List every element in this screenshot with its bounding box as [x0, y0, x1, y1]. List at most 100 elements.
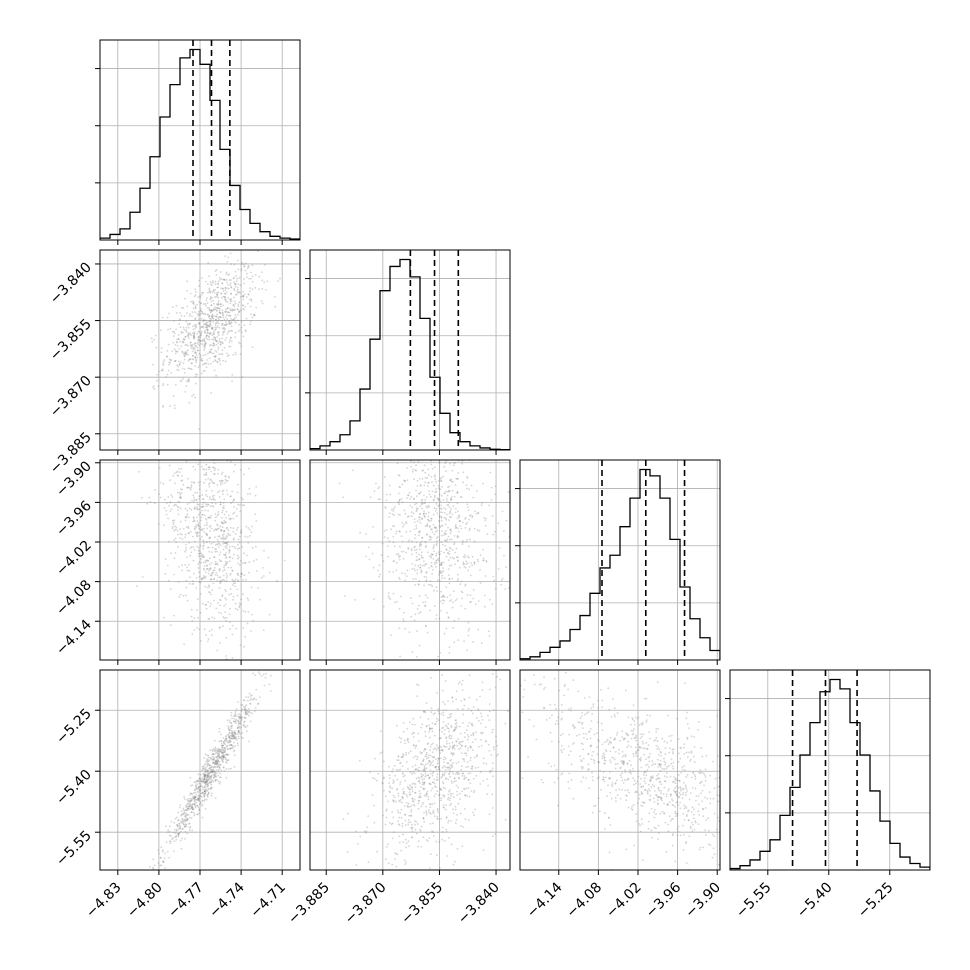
- scatter-point: [414, 823, 416, 826]
- scatter-point: [160, 846, 163, 848]
- scatter-point: [454, 484, 457, 486]
- scatter-point: [236, 594, 239, 597]
- scatter-point: [190, 300, 192, 303]
- scatter-point: [402, 772, 404, 774]
- scatter-point: [434, 526, 436, 529]
- scatter-point: [194, 344, 197, 347]
- scatter-point: [198, 777, 201, 780]
- scatter-point: [185, 818, 188, 821]
- scatter-point: [378, 575, 380, 578]
- scatter-point: [197, 336, 200, 339]
- scatter-point: [558, 689, 560, 692]
- scatter-point: [398, 578, 401, 580]
- scatter-point: [174, 407, 176, 410]
- scatter-point: [604, 749, 607, 751]
- scatter-point: [136, 585, 138, 587]
- scatter-point: [197, 524, 200, 526]
- scatter-point: [707, 843, 710, 845]
- scatter-point: [250, 697, 252, 700]
- scatter-point: [205, 781, 208, 783]
- scatter-point: [197, 785, 200, 788]
- scatter-point: [398, 841, 401, 844]
- scatter-point: [188, 358, 191, 361]
- scatter-point: [214, 772, 217, 775]
- scatter-point: [398, 736, 401, 739]
- scatter-point: [421, 781, 424, 784]
- panel-2-2: [515, 459, 721, 665]
- scatter-point: [424, 781, 426, 784]
- scatter-point: [265, 289, 267, 291]
- scatter-point: [462, 561, 465, 563]
- scatter-point: [199, 339, 202, 342]
- scatter-point: [450, 752, 453, 755]
- scatter-point: [190, 343, 193, 346]
- scatter-point: [448, 442, 450, 444]
- scatter-point: [227, 529, 230, 532]
- scatter-point: [475, 731, 477, 734]
- scatter-point: [204, 798, 206, 801]
- scatter-point: [238, 311, 241, 314]
- scatter-point: [212, 571, 214, 574]
- scatter-point: [431, 722, 434, 725]
- scatter-point: [216, 306, 219, 309]
- scatter-point: [154, 334, 157, 337]
- scatter-point: [221, 471, 224, 474]
- scatter-point: [261, 576, 263, 579]
- scatter-point: [243, 324, 246, 327]
- scatter-point: [209, 332, 212, 335]
- scatter-point: [234, 547, 237, 550]
- scatter-point: [233, 736, 236, 739]
- scatter-point: [216, 649, 219, 652]
- scatter-point: [188, 803, 191, 806]
- scatter-point: [438, 749, 441, 752]
- scatter-point: [222, 570, 224, 572]
- scatter-point: [181, 341, 184, 344]
- scatter-point: [423, 711, 426, 713]
- scatter-point: [209, 764, 212, 767]
- scatter-point: [210, 318, 213, 320]
- scatter-point: [441, 562, 443, 564]
- scatter-point: [206, 503, 209, 506]
- scatter-point: [448, 501, 450, 504]
- scatter-point: [419, 751, 421, 753]
- scatter-point: [681, 824, 684, 827]
- scatter-point: [683, 753, 686, 755]
- scatter-point: [216, 286, 219, 289]
- scatter-point: [236, 588, 239, 591]
- scatter-point: [243, 699, 246, 701]
- scatter-point: [183, 643, 186, 646]
- scatter-point: [431, 787, 434, 789]
- scatter-point: [643, 801, 646, 804]
- scatter-point: [189, 800, 191, 803]
- scatter-point: [236, 528, 238, 531]
- scatter-point: [168, 825, 171, 828]
- scatter-point: [197, 522, 200, 524]
- scatter-point: [456, 790, 458, 793]
- scatter-point: [668, 751, 671, 754]
- scatter-point: [453, 462, 455, 464]
- scatter-point: [220, 341, 223, 344]
- scatter-point: [466, 749, 469, 752]
- scatter-point: [372, 777, 374, 779]
- scatter-point: [180, 821, 183, 824]
- scatter-point: [228, 732, 231, 734]
- scatter-point: [435, 490, 438, 493]
- scatter-point: [180, 488, 182, 491]
- scatter-point: [204, 323, 207, 325]
- scatter-point: [491, 515, 494, 517]
- scatter-point: [203, 769, 206, 772]
- scatter-point: [177, 835, 180, 838]
- scatter-point: [545, 719, 548, 721]
- scatter-point: [380, 554, 383, 556]
- scatter-point: [181, 569, 183, 572]
- scatter-point: [452, 480, 454, 483]
- scatter-point: [659, 766, 662, 768]
- scatter-point: [392, 768, 394, 771]
- scatter-point: [419, 792, 422, 795]
- scatter-point: [651, 775, 654, 777]
- scatter-point: [206, 534, 209, 536]
- scatter-point: [445, 830, 448, 833]
- scatter-point: [428, 776, 431, 779]
- scatter-point: [453, 744, 455, 747]
- scatter-point: [434, 766, 437, 769]
